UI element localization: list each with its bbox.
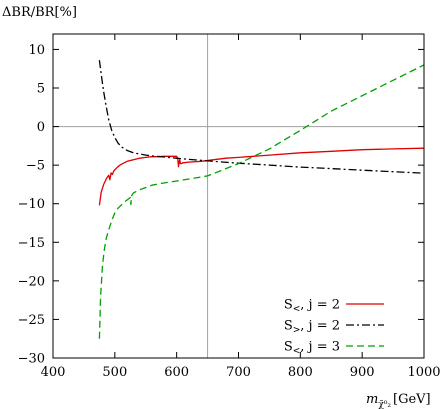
legend-label-main: S	[284, 319, 293, 334]
legend-label-main: S	[284, 340, 293, 355]
y-tick-label: −15	[18, 236, 45, 251]
x-tick-label: 700	[226, 365, 251, 380]
series-line-1	[98, 147, 425, 206]
legend-label-2: S>, j = 2	[284, 319, 340, 336]
axis-ticks: 400 500 600 700 800 900 1000 −30 −25 −20 −15 −10 −5 0…	[18, 34, 441, 380]
series-line-3	[98, 64, 425, 339]
x-axis-label: mχ̃⁰₂ [GeV]	[366, 392, 431, 409]
x-axis-label-unit: [GeV]	[393, 392, 431, 407]
series-line-2	[98, 60, 425, 174]
legend: S<, j = 2S>, j = 2S<, j = 3	[284, 298, 384, 357]
x-tick-label: 600	[164, 365, 189, 380]
legend-label-rest: , j = 3	[300, 340, 340, 355]
x-tick-label: 400	[41, 365, 66, 380]
y-tick-label: −20	[18, 274, 45, 289]
series-group	[98, 60, 425, 339]
x-axis-label-main: m	[366, 392, 378, 407]
x-tick-label: 900	[350, 365, 375, 380]
reference-lines	[53, 34, 424, 358]
x-tick-label: 500	[102, 365, 127, 380]
y-tick-label: −10	[18, 197, 45, 212]
x-tick-label: 800	[288, 365, 313, 380]
x-tick-label: 1000	[407, 365, 440, 380]
legend-label-3: S<, j = 3	[284, 340, 340, 357]
x-axis-label-sub: χ̃⁰₂	[378, 399, 391, 409]
y-tick-label: −30	[18, 352, 45, 367]
plot-frame	[52, 33, 425, 359]
legend-label-main: S	[284, 298, 293, 313]
y-tick-label: 10	[28, 43, 45, 58]
y-tick-label: 5	[37, 82, 45, 97]
y-tick-label: −25	[18, 313, 45, 328]
legend-label-1: S<, j = 2	[284, 298, 340, 315]
legend-label-sub: >	[293, 326, 301, 336]
legend-label-sub: <	[293, 347, 301, 357]
legend-label-rest: , j = 2	[300, 298, 340, 313]
legend-label-sub: <	[293, 305, 301, 315]
y-axis-label: ΔBR/BR[%]	[2, 5, 77, 20]
y-tick-label: 0	[37, 120, 45, 135]
legend-label-rest: , j = 2	[300, 319, 340, 334]
y-tick-label: −5	[26, 159, 45, 174]
